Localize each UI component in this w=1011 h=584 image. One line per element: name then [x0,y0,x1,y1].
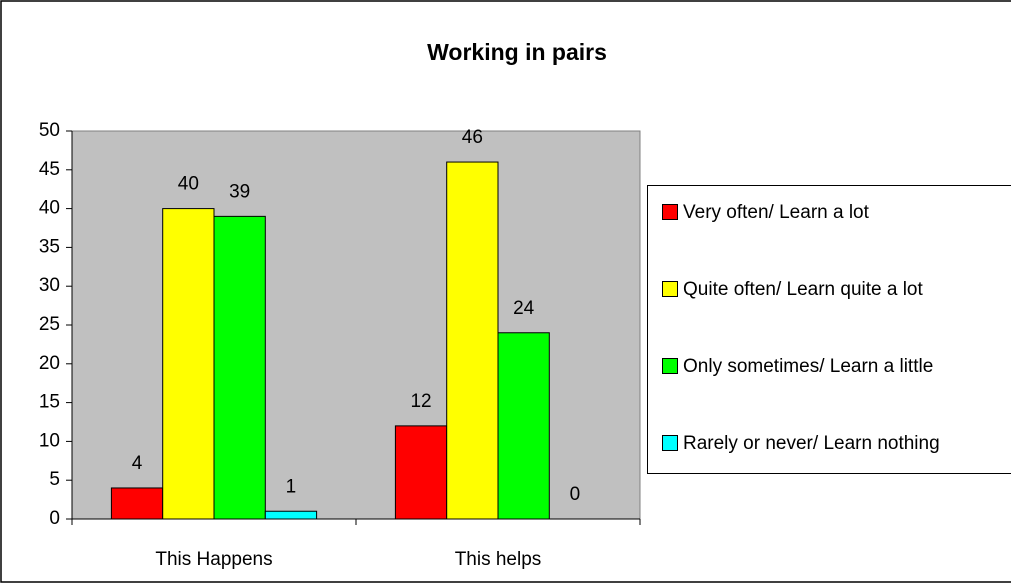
data-label: 4 [132,453,143,474]
legend-swatch [662,435,678,451]
data-label: 46 [462,127,483,148]
legend-label: Rarely or never/ Learn nothing [683,433,940,454]
data-label: 39 [229,181,250,202]
legend-swatch [662,204,678,220]
y-tick-label: 50 [39,120,60,141]
plot-area [71,130,641,520]
data-label: 12 [410,391,431,412]
chart-title: Working in pairs [427,39,607,65]
data-label: 0 [570,484,581,505]
legend-label: Very often/ Learn a lot [683,202,869,223]
y-tick-label: 5 [49,469,60,490]
legend-item: Rarely or never/ Learn nothing [662,432,953,455]
y-tick-label: 35 [39,236,60,257]
x-tick-label: This helps [455,549,542,570]
legend-item: Very often/ Learn a lot [662,201,869,224]
legend-item: Only sometimes/ Learn a little [662,355,933,378]
bar [497,332,550,520]
bar [162,208,215,520]
bar [264,510,318,520]
legend-label: Quite often/ Learn quite a lot [683,279,923,300]
legend-swatch [662,358,678,374]
y-tick-label: 45 [39,159,60,180]
y-tick-label: 30 [39,275,60,296]
y-tick-label: 0 [49,508,60,529]
legend: Very often/ Learn a lot Quite often/ Lear… [647,185,1011,474]
legend-item: Quite often/ Learn quite a lot [662,278,923,301]
data-label: 1 [286,476,297,497]
legend-label: Only sometimes/ Learn a little [683,356,934,377]
y-tick-label: 20 [39,353,60,374]
data-label: 24 [513,298,535,319]
y-tick-label: 15 [39,392,60,413]
y-tick-label: 40 [39,198,60,219]
bar [446,161,499,520]
x-tick-label: This Happens [155,549,272,570]
bar [394,425,448,520]
y-tick-label: 25 [39,314,60,335]
data-label: 40 [178,174,199,195]
bar [213,215,266,520]
bar [110,487,164,520]
y-tick-label: 10 [39,430,60,451]
legend-swatch [662,281,678,297]
